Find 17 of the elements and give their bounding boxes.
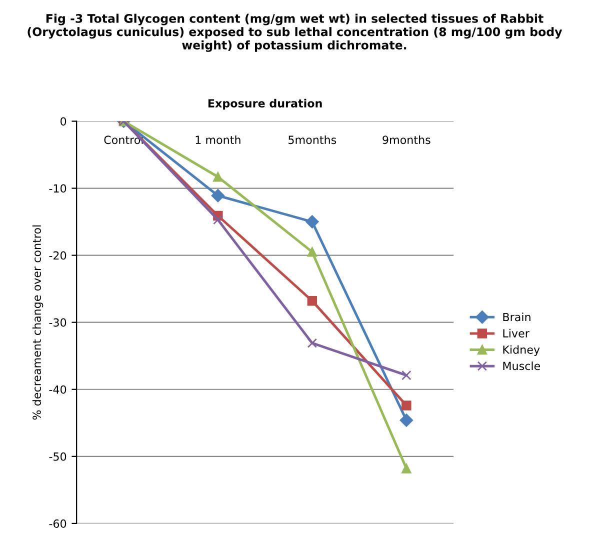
y-tick-label: -40 <box>49 385 66 394</box>
y-tick-label: -10 <box>49 184 66 193</box>
y-tick-label: -60 <box>49 519 66 528</box>
y-tick-label: -30 <box>49 318 66 327</box>
legend-label: Liver <box>503 328 530 338</box>
chart-title: Fig -3 Total Glycogen content (mg/gm wet wt) in selected tissues of Rabbit (Oryctolagus cuniculus) exposed to sub lethal concentration (8 mg/100 gm body weight) of potassium dichromate. <box>28 14 562 52</box>
y-tick-label: 0 <box>60 117 66 126</box>
legend-label: Muscle <box>503 362 540 370</box>
legend-label: Kidney <box>503 345 540 356</box>
y-tick-label: -20 <box>49 251 66 260</box>
x-tick-label: 9months <box>382 135 430 144</box>
x-tick-label: 5months <box>288 135 336 144</box>
legend-label: Brain <box>503 312 530 322</box>
x-tick-label: 1 month <box>196 135 240 144</box>
y-axis-title: % decreament change over control <box>32 225 44 420</box>
x-axis-title: Exposure duration <box>208 98 322 110</box>
y-tick-label: -50 <box>49 452 66 461</box>
